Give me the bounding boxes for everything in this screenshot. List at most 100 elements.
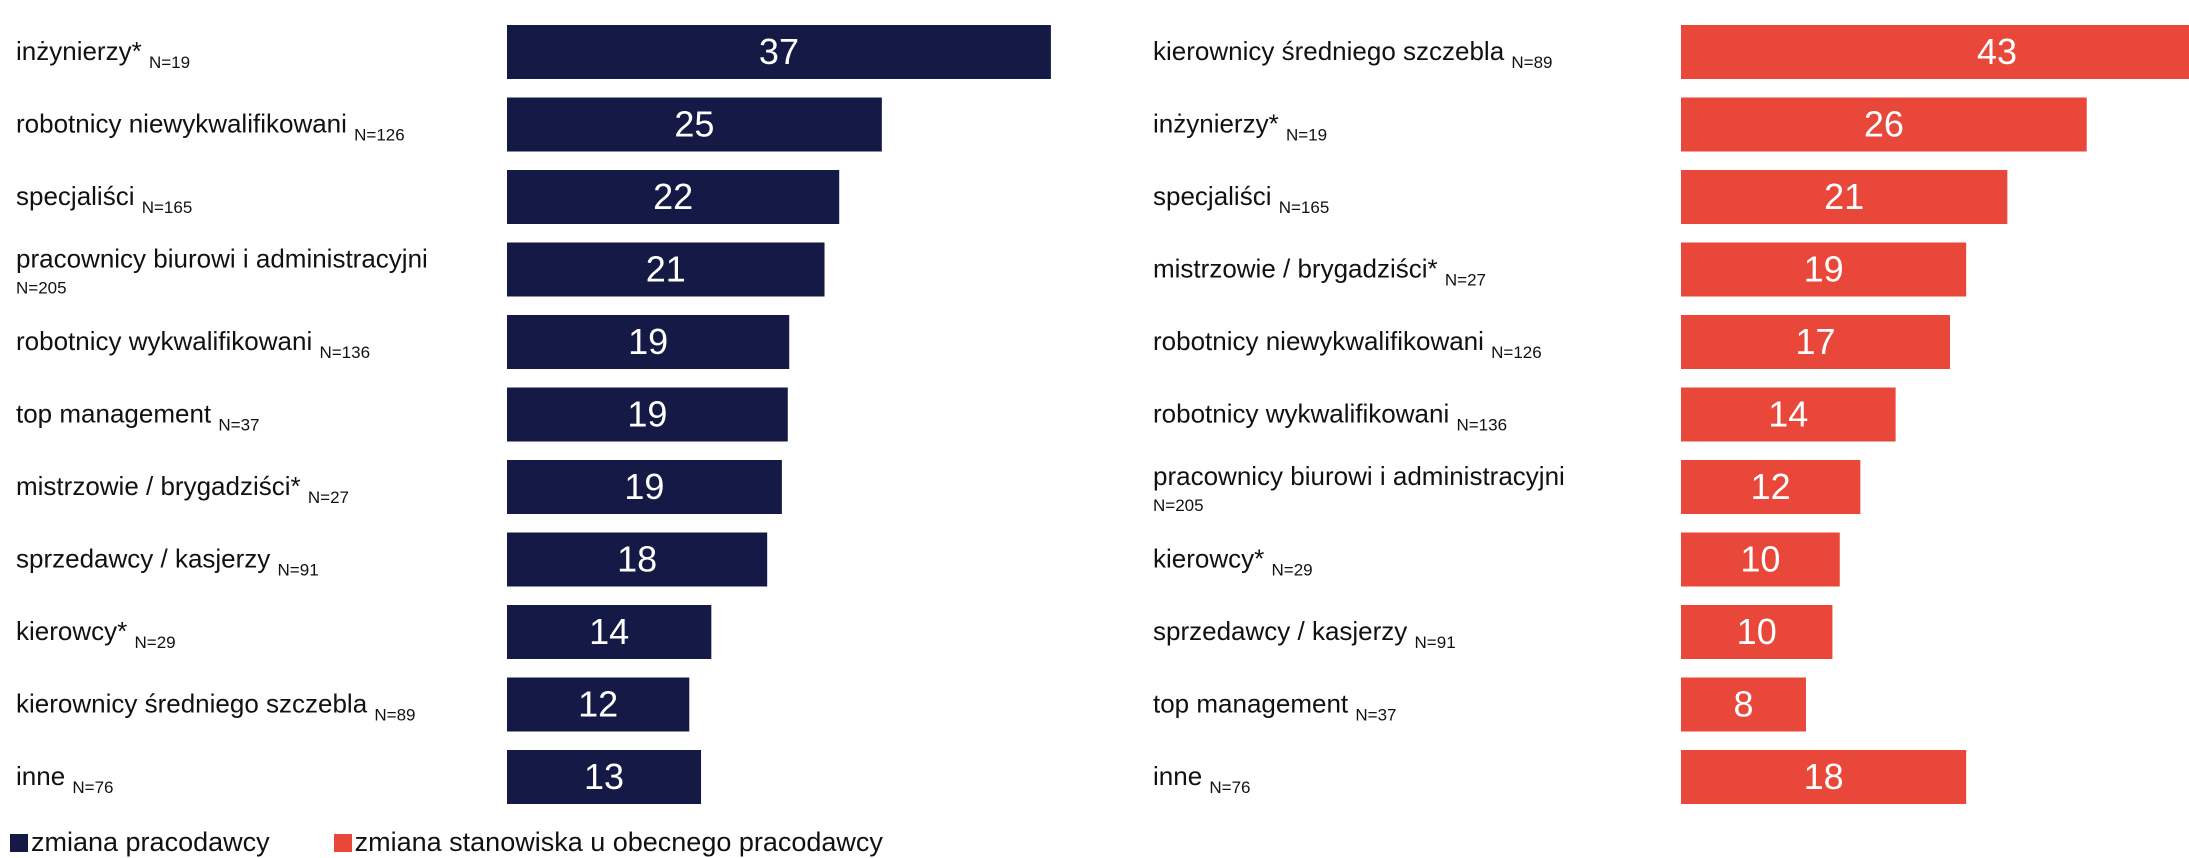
category-name-left-10: inne bbox=[16, 761, 72, 791]
bar-right-9 bbox=[1681, 677, 1806, 732]
category-n-left-1: N=126 bbox=[354, 126, 405, 145]
legend-swatch-zmiana-stanowiska bbox=[333, 833, 352, 852]
bar-left-10 bbox=[507, 750, 702, 804]
bar-right-7 bbox=[1681, 532, 1840, 587]
bar-left-5 bbox=[507, 387, 788, 442]
bar-left-7 bbox=[507, 532, 768, 587]
category-label-left-9: kierownicy średniego szczebla N=89 bbox=[16, 689, 416, 725]
data-label-left-9: 12 bbox=[578, 684, 618, 725]
category-name-right-3: mistrzowie / brygadziści* bbox=[1153, 254, 1445, 284]
data-label-right-8: 10 bbox=[1737, 611, 1777, 652]
data-label-right-6: 12 bbox=[1751, 466, 1791, 507]
category-n-right-3: N=27 bbox=[1445, 271, 1486, 290]
bar-left-0 bbox=[507, 25, 1051, 79]
category-label-right-10: inne N=76 bbox=[1153, 761, 1251, 797]
category-n-left-7: N=91 bbox=[278, 561, 319, 580]
bar-left-1 bbox=[507, 97, 882, 152]
data-label-right-2: 21 bbox=[1824, 176, 1864, 217]
category-name-right-10: inne bbox=[1153, 761, 1209, 791]
bar-right-1 bbox=[1681, 97, 2087, 152]
category-label-left-8: kierowcy* N=29 bbox=[16, 616, 176, 652]
category-n-left-10: N=76 bbox=[72, 778, 113, 797]
category-n-right-0: N=89 bbox=[1511, 53, 1552, 72]
legend-item-zmiana-stanowiska: zmiana stanowiska u obecnego pracodawcy bbox=[333, 827, 883, 858]
chart-panel-zmiana-pracodawcy: 37 inżynierzy* N=19 25 robotnicy niewykwali… bbox=[16, 25, 1051, 804]
category-name-left-8: kierowcy* bbox=[16, 616, 134, 646]
category-name-left-4: robotnicy wykwalifikowani bbox=[16, 326, 319, 356]
data-label-right-4: 17 bbox=[1795, 321, 1835, 362]
category-label-right-5: robotnicy wykwalifikowani N=136 bbox=[1153, 399, 1507, 435]
category-label-right-2: specjaliści N=165 bbox=[1153, 181, 1329, 217]
category-label-left-7: sprzedawcy / kasjerzy N=91 bbox=[16, 544, 319, 580]
data-label-right-0: 43 bbox=[1977, 31, 2017, 72]
category-n-right-8: N=91 bbox=[1415, 633, 1456, 652]
category-n-right-6: N=205 bbox=[1153, 496, 1204, 515]
category-name-left-7: sprzedawcy / kasjerzy bbox=[16, 544, 278, 574]
category-label-right-9: top management N=37 bbox=[1153, 689, 1396, 725]
category-n-right-10: N=76 bbox=[1209, 778, 1250, 797]
category-n-left-5: N=37 bbox=[218, 416, 259, 435]
category-n-left-4: N=136 bbox=[319, 343, 370, 362]
bar-right-8 bbox=[1681, 605, 1833, 659]
category-n-left-8: N=29 bbox=[134, 633, 175, 652]
data-label-right-3: 19 bbox=[1804, 249, 1844, 290]
category-name-left-2: specjaliści bbox=[16, 181, 142, 211]
data-label-left-8: 14 bbox=[589, 611, 629, 652]
category-name-left-3: pracownicy biurowi i administracyjni bbox=[16, 244, 428, 274]
bar-right-2 bbox=[1681, 170, 2008, 224]
category-name-right-4: robotnicy niewykwalifikowani bbox=[1153, 326, 1491, 356]
category-label-left-0: inżynierzy* N=19 bbox=[16, 36, 190, 72]
data-label-left-1: 25 bbox=[674, 104, 714, 145]
data-label-left-2: 22 bbox=[653, 176, 693, 217]
category-n-right-5: N=136 bbox=[1456, 416, 1507, 435]
category-name-left-1: robotnicy niewykwalifikowani bbox=[16, 109, 354, 139]
data-label-right-9: 8 bbox=[1733, 684, 1753, 725]
bar-left-8 bbox=[507, 605, 712, 659]
bar-left-9 bbox=[507, 677, 690, 732]
bar-right-0 bbox=[1681, 25, 2189, 79]
category-name-right-2: specjaliści bbox=[1153, 181, 1279, 211]
data-label-left-10: 13 bbox=[584, 756, 624, 797]
category-n-left-2: N=165 bbox=[142, 198, 193, 217]
bar-right-4 bbox=[1681, 315, 1951, 369]
category-n-right-1: N=19 bbox=[1286, 126, 1327, 145]
category-name-right-1: inżynierzy* bbox=[1153, 109, 1286, 139]
data-label-left-5: 19 bbox=[627, 394, 667, 435]
category-label-right-1: inżynierzy* N=19 bbox=[1153, 109, 1327, 145]
bar-right-6 bbox=[1681, 460, 1861, 514]
category-n-right-4: N=126 bbox=[1491, 343, 1542, 362]
category-label-left-10: inne N=76 bbox=[16, 761, 114, 797]
category-label-left-6: mistrzowie / brygadziści* N=27 bbox=[16, 471, 349, 507]
data-label-left-0: 37 bbox=[759, 31, 799, 72]
data-label-right-1: 26 bbox=[1864, 104, 1904, 145]
category-name-right-9: top management bbox=[1153, 689, 1355, 719]
bar-right-5 bbox=[1681, 387, 1896, 442]
legend: zmiana pracodawcy zmiana stanowiska u ob… bbox=[10, 827, 1110, 858]
category-name-left-5: top management bbox=[16, 399, 218, 429]
category-n-right-2: N=165 bbox=[1279, 198, 1330, 217]
bar-left-4 bbox=[507, 315, 790, 369]
category-label-left-1: robotnicy niewykwalifikowani N=126 bbox=[16, 109, 405, 145]
category-name-right-5: robotnicy wykwalifikowani bbox=[1153, 399, 1456, 429]
data-label-left-4: 19 bbox=[628, 321, 668, 362]
category-name-right-0: kierownicy średniego szczebla bbox=[1153, 36, 1511, 66]
category-name-left-6: mistrzowie / brygadziści* bbox=[16, 471, 308, 501]
legend-swatch-zmiana-pracodawcy bbox=[10, 833, 28, 852]
category-label-right-8: sprzedawcy / kasjerzy N=91 bbox=[1153, 616, 1456, 652]
category-label-right-3: mistrzowie / brygadziści* N=27 bbox=[1153, 254, 1486, 290]
data-label-left-6: 19 bbox=[624, 466, 664, 507]
category-name-left-9: kierownicy średniego szczebla bbox=[16, 689, 374, 719]
data-label-right-10: 18 bbox=[1804, 756, 1844, 797]
category-n-right-7: N=29 bbox=[1271, 561, 1312, 580]
data-label-left-7: 18 bbox=[617, 539, 657, 580]
category-label-left-2: specjaliści N=165 bbox=[16, 181, 192, 217]
category-n-right-9: N=37 bbox=[1355, 706, 1396, 725]
data-label-left-3: 21 bbox=[646, 249, 686, 290]
bar-right-3 bbox=[1681, 242, 1967, 297]
category-label-right-0: kierownicy średniego szczebla N=89 bbox=[1153, 36, 1553, 72]
bar-left-2 bbox=[507, 170, 840, 224]
legend-item-zmiana-pracodawcy: zmiana pracodawcy bbox=[10, 827, 270, 858]
category-name-left-0: inżynierzy* bbox=[16, 36, 149, 66]
bar-right-10 bbox=[1681, 750, 1967, 804]
